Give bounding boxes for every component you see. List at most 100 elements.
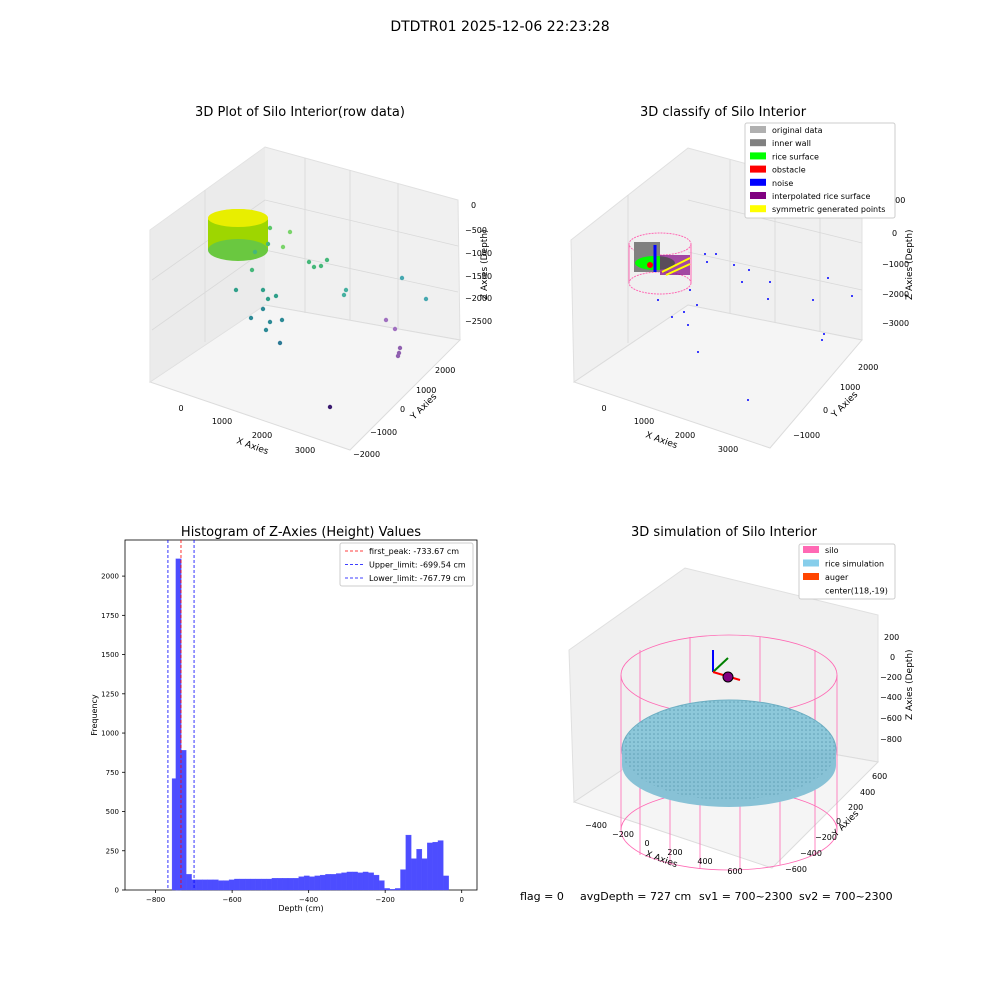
legend-label: inner wall xyxy=(772,139,811,148)
panel-raw-data: 3D Plot of Silo Interior(row data) xyxy=(148,105,492,459)
legend-swatch xyxy=(750,178,766,186)
panel2-zlabel: Z Axies (Depth) xyxy=(905,229,915,300)
status-footer: flag = 0 avgDepth = 727 cm sv1 = 700~230… xyxy=(520,890,893,903)
panel1-ytick-2: 0 xyxy=(400,405,405,414)
histogram-legend: first_peak: -733.67 cm Upper_limit: -699.… xyxy=(339,542,474,587)
histogram-bar xyxy=(298,876,305,891)
panel2-xtick-3: 3000 xyxy=(718,445,738,454)
histogram-bar xyxy=(378,880,385,891)
panel1-xtick-0: 0 xyxy=(178,404,183,413)
panel1-xtick-2: 2000 xyxy=(252,431,272,440)
histogram-bar xyxy=(266,878,273,891)
panel1-ztick-3: −1500 xyxy=(465,272,492,281)
legend-swatch xyxy=(750,192,766,199)
footer-sv2: sv2 = 700~2300 xyxy=(799,890,893,903)
panel4-ytick-3: 0 xyxy=(836,817,841,826)
legend-swatch xyxy=(750,205,766,213)
histogram-ylabel: Frequency xyxy=(90,694,99,736)
histogram-bar xyxy=(202,879,208,891)
histogram-bar xyxy=(223,880,230,891)
panel4-xtick-4: 400 xyxy=(697,857,712,866)
histogram-ytick-label: 1500 xyxy=(101,651,119,659)
histogram-bar xyxy=(277,878,283,891)
panel4-ytick-4: −200 xyxy=(815,833,837,842)
panel4-ytick-5: −400 xyxy=(800,849,822,858)
panel1-ztick-5: −2500 xyxy=(465,317,492,326)
histogram-bar xyxy=(411,858,417,891)
histogram-xtick-label: −400 xyxy=(299,896,318,904)
panel-simulation: 3D simulation of Silo Interior xyxy=(568,525,915,876)
histogram-bar xyxy=(212,879,219,891)
histogram-bar xyxy=(394,888,401,891)
histogram-bar xyxy=(368,872,374,891)
panel1-ytick-3: −1000 xyxy=(370,428,397,437)
histogram-bar xyxy=(336,873,342,891)
histogram-bar xyxy=(218,880,224,891)
panel2-ytick-1: 1000 xyxy=(840,383,860,392)
histogram-bar xyxy=(255,878,262,891)
histogram-bar xyxy=(357,872,364,891)
histogram-bar xyxy=(196,879,203,891)
histogram-xtick-label: −200 xyxy=(376,896,395,904)
legend-swatch xyxy=(803,559,819,567)
panel4-ztick-2: −200 xyxy=(880,673,902,682)
panel2-title: 3D classify of Silo Interior xyxy=(640,105,807,120)
histogram-bar xyxy=(352,871,358,891)
histogram-bar xyxy=(432,841,439,891)
panel4-ylabel: Y Axies xyxy=(830,809,861,840)
histogram-ytick-label: 250 xyxy=(106,847,119,855)
histogram-bar xyxy=(186,874,192,891)
panel4-legend: silo rice simulation auger center(118,-19) xyxy=(798,543,896,600)
panel4-ztick-5: −800 xyxy=(880,735,902,744)
panel2-silo-classified xyxy=(628,232,692,295)
panel1-axis-ticks: 0 1000 2000 3000 2000 1000 0 −1000 −2000… xyxy=(178,201,492,459)
histogram-bar xyxy=(239,878,246,891)
panel1-ztick-2: −1000 xyxy=(465,249,492,258)
histogram-bar xyxy=(330,874,337,891)
histogram-bar xyxy=(362,871,369,891)
histogram-bar xyxy=(180,750,187,891)
panel4-ztick-4: −600 xyxy=(880,714,902,723)
panel1-rice-cluster xyxy=(208,209,268,261)
panel2-ylabel: Y Axies xyxy=(829,390,860,421)
panel2-ytick-0: 2000 xyxy=(858,363,878,372)
histogram-bar xyxy=(389,889,396,891)
panel1-xtick-3: 3000 xyxy=(295,446,315,455)
panel2-xtick-0: 0 xyxy=(601,404,606,413)
histogram-vlines xyxy=(167,540,195,890)
legend-swatch xyxy=(803,546,819,553)
histogram-bar xyxy=(314,875,321,891)
histogram-bar xyxy=(319,874,326,891)
panel4-ztick-0: 200 xyxy=(884,633,899,642)
histogram-bar xyxy=(437,840,444,891)
histogram-bar xyxy=(384,888,390,891)
legend-label: interpolated rice surface xyxy=(772,192,870,201)
histogram-ytick-label: 1250 xyxy=(101,690,119,698)
histogram-xtick-label: 0 xyxy=(459,896,463,904)
panel4-auger xyxy=(712,650,741,683)
histogram-bar xyxy=(261,878,267,891)
histogram-ytick-label: 1750 xyxy=(101,612,119,620)
panel2-ytick-2: 0 xyxy=(823,406,828,415)
histogram-bar xyxy=(207,879,214,891)
legend-label: silo xyxy=(825,546,839,555)
panel-histogram: Histogram of Z-Axies (Height) Values −80… xyxy=(90,525,478,913)
panel4-xtick-0: −400 xyxy=(585,821,607,830)
panel1-xtick-1: 1000 xyxy=(212,417,232,426)
legend-label: obstacle xyxy=(772,166,806,175)
histogram-bar xyxy=(373,874,380,891)
legend-swatch xyxy=(750,126,766,133)
panel1-ytick-0: 2000 xyxy=(435,366,455,375)
panel4-xtick-5: 600 xyxy=(727,867,742,876)
histogram-legend-label: first_peak: -733.67 cm xyxy=(369,547,459,556)
histogram-ytick-label: 0 xyxy=(115,887,119,895)
footer-flag: flag = 0 xyxy=(520,890,564,903)
histogram-xtick-label: −800 xyxy=(146,896,165,904)
panel4-ytick-6: −600 xyxy=(785,865,807,874)
histogram-bar xyxy=(303,875,310,891)
histogram-ytick-label: 500 xyxy=(106,808,119,816)
histogram-bar xyxy=(341,872,348,891)
panel2-ztick-3: −2000 xyxy=(882,290,909,299)
panel4-xtick-1: −200 xyxy=(612,830,634,839)
panel1-zlabel: Z Axies (Depth) xyxy=(480,229,490,300)
